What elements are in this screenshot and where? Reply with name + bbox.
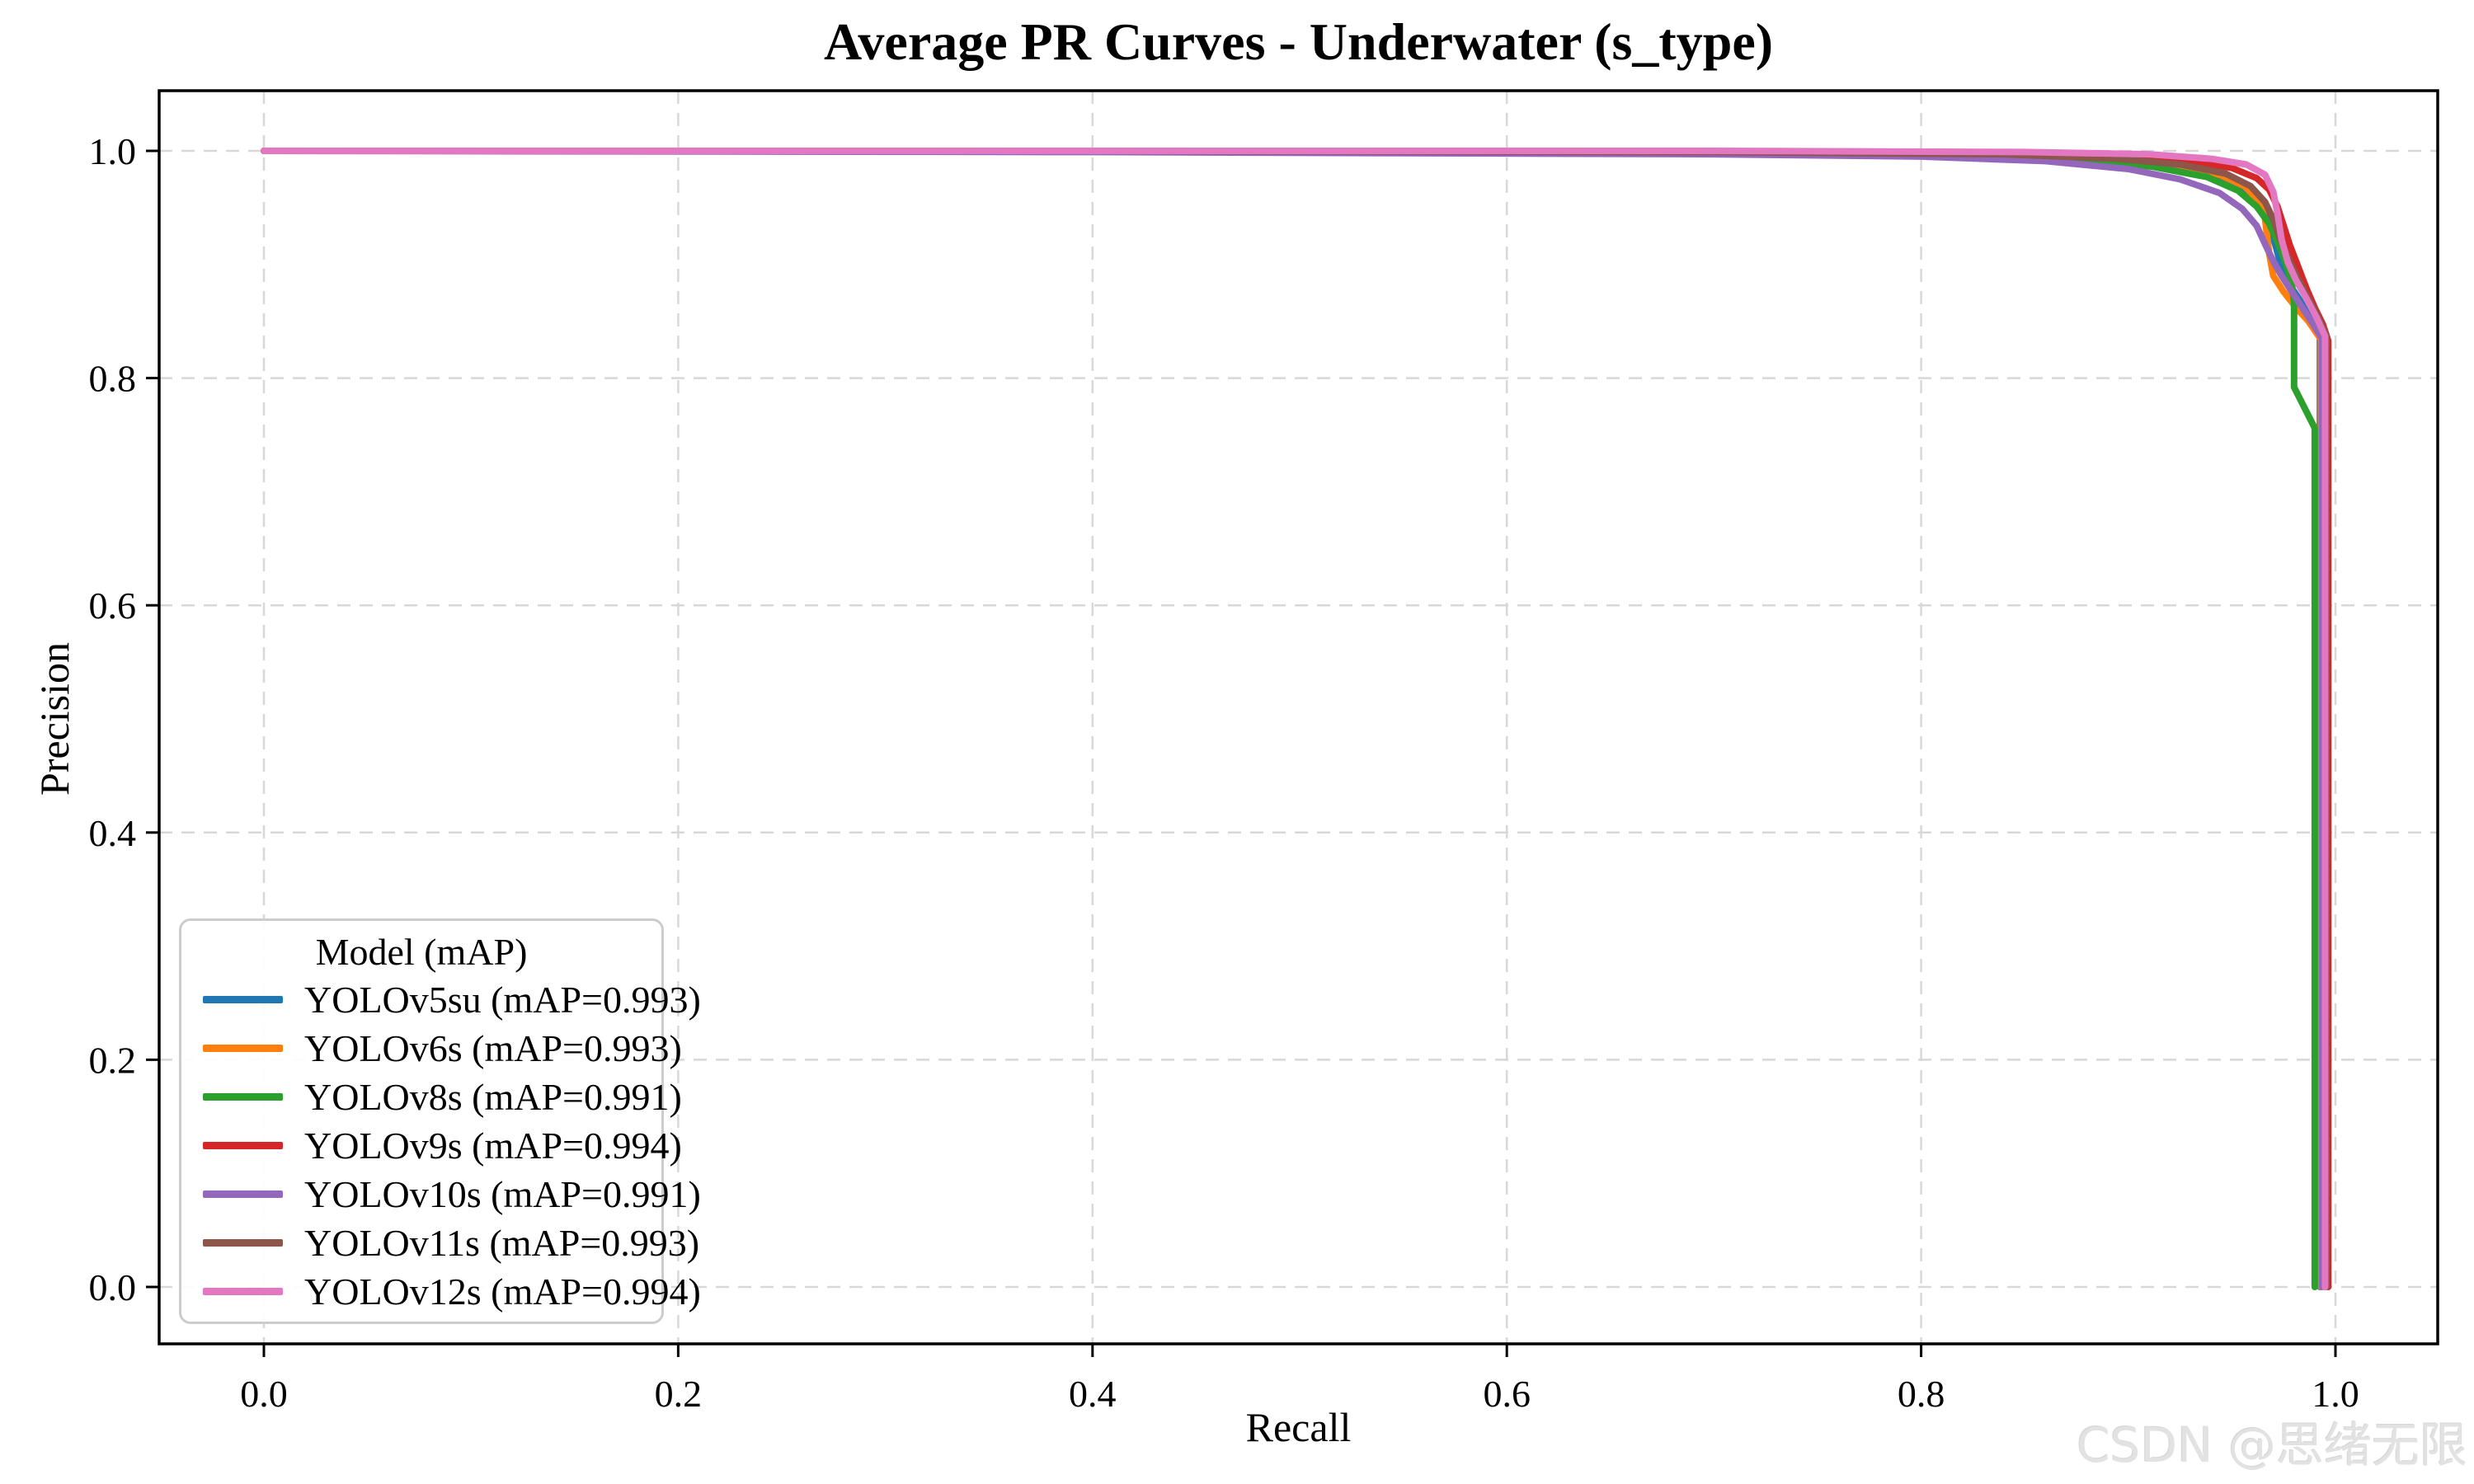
legend-entries: YOLOv5su (mAP=0.993) YOLOv6s (mAP=0.993) Y…: [193, 975, 701, 1316]
legend-entry-label: YOLOv9s (mAP=0.994): [304, 1125, 682, 1167]
x-tick-label: 0.2: [655, 1373, 703, 1415]
curve-YOLOv12s: [261, 148, 2329, 1290]
y-tick-label: 0.2: [89, 1039, 137, 1081]
y-tick-label: 0.4: [89, 812, 137, 854]
legend-entry-YOLOv11s: YOLOv11s (mAP=0.993): [193, 1219, 699, 1267]
legend-line-swatch: [203, 1190, 283, 1198]
plot-border: [158, 89, 2439, 1345]
legend-entry-YOLOv5su: YOLOv5su (mAP=0.993): [193, 975, 701, 1024]
legend-entry-YOLOv8s: YOLOv8s (mAP=0.991): [193, 1073, 682, 1121]
x-axis-label: Recall: [1245, 1404, 1352, 1450]
watermark: CSDN @思绪无限: [2077, 1417, 2467, 1473]
legend-line-swatch: [203, 1142, 283, 1149]
x-tick-label: 1.0: [2312, 1373, 2359, 1415]
y-tick-label: 0.0: [89, 1266, 137, 1308]
y-tick-label: 0.6: [89, 585, 137, 627]
x-tick-label: 0.8: [1898, 1373, 1945, 1415]
legend-entry-label: YOLOv6s (mAP=0.993): [304, 1027, 682, 1069]
legend-entry-label: YOLOv11s (mAP=0.993): [304, 1222, 700, 1264]
legend-line-swatch: [203, 1093, 283, 1101]
legend-entry-YOLOv12s: YOLOv12s (mAP=0.994): [193, 1267, 701, 1316]
x-tick-label: 0.6: [1483, 1373, 1531, 1415]
legend-line-swatch: [203, 1239, 283, 1247]
x-tick-label: 0.0: [240, 1373, 288, 1415]
y-axis-label: Precision: [31, 641, 78, 796]
legend-line-swatch: [203, 1045, 283, 1052]
x-tick-label: 0.4: [1069, 1373, 1117, 1415]
legend-box: Model (mAP) YOLOv5su (mAP=0.993) YOLOv6s …: [179, 918, 701, 1324]
page-title: Average PR Curves - Underwater (s_type): [823, 12, 1774, 71]
y-tick-label: 1.0: [89, 130, 137, 172]
legend-entry-label: YOLOv5su (mAP=0.993): [304, 979, 701, 1021]
y-tick-label: 0.8: [89, 358, 137, 400]
legend-entry-label: YOLOv10s (mAP=0.991): [304, 1173, 701, 1215]
legend-line-swatch: [203, 1288, 283, 1295]
legend-entry-label: YOLOv8s (mAP=0.991): [304, 1076, 682, 1118]
legend-entry-label: YOLOv12s (mAP=0.994): [304, 1270, 701, 1313]
legend-line-swatch: [203, 996, 283, 1003]
legend-entry-YOLOv10s: YOLOv10s (mAP=0.991): [193, 1170, 701, 1219]
legend-entry-YOLOv9s: YOLOv9s (mAP=0.994): [193, 1121, 682, 1170]
legend-entry-YOLOv6s: YOLOv6s (mAP=0.993): [193, 1024, 682, 1073]
legend-title: Model (mAP): [315, 931, 528, 973]
